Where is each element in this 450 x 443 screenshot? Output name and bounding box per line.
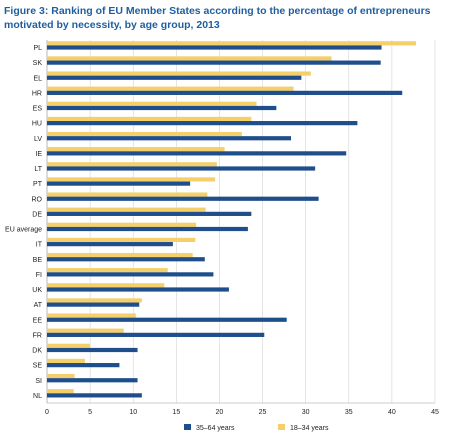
x-tick-label: 5: [88, 409, 92, 416]
bar-35-64-ro: [47, 196, 319, 201]
bar-35-64-ie: [47, 151, 347, 156]
legend-label: 35–64 years: [196, 425, 235, 432]
bar-35-64-be: [47, 257, 205, 262]
x-tick-label: 0: [45, 409, 49, 416]
gridlines: [46, 40, 436, 404]
bar-35-64-sk: [47, 60, 381, 65]
bar-35-64-fr: [47, 332, 265, 337]
x-tick-label: 20: [216, 409, 224, 416]
category-label: IE: [35, 151, 42, 158]
category-label: EU average: [5, 227, 42, 234]
bar-18-34-el: [47, 71, 311, 76]
category-label: ES: [33, 106, 43, 113]
bar-35-64-lv: [47, 136, 292, 141]
category-label: SK: [33, 60, 43, 67]
bar-18-34-se: [47, 358, 85, 364]
bar-18-34-ro: [47, 192, 208, 197]
bar-35-64-dk: [47, 347, 138, 353]
bar-18-34-si: [47, 373, 75, 379]
bar-35-64-hr: [47, 90, 403, 95]
category-label: PL: [33, 45, 42, 52]
bar-35-64-ee: [47, 317, 287, 322]
bar-18-34-es: [47, 101, 257, 106]
bar-35-64-nl: [47, 393, 142, 398]
legend-swatch: [278, 424, 285, 430]
bar-18-34-fi: [47, 268, 168, 273]
category-label: RO: [32, 196, 43, 203]
bar-18-34-be: [47, 252, 193, 258]
category-label: FI: [36, 272, 42, 279]
bar-35-64-it: [47, 242, 173, 247]
legend: 35–64 years 18–34 years: [184, 424, 329, 432]
category-label: SI: [35, 378, 42, 385]
bar-35-64-fi: [47, 272, 214, 277]
category-label: EE: [33, 317, 43, 324]
bar-18-34-eu-average: [47, 222, 197, 227]
bar-18-34-uk: [47, 283, 165, 288]
category-label: UK: [32, 287, 42, 294]
x-tick-label: 40: [388, 409, 396, 416]
bar-35-64-si: [47, 378, 138, 383]
bar-35-64-el: [47, 75, 302, 80]
bar-18-34-hu: [47, 116, 252, 122]
chart-title: Figure 3: Ranking of EU Member States ac…: [4, 5, 431, 31]
x-axis: 0 5 10 15 20 25 30 35 40 45: [45, 409, 439, 416]
x-tick-label: 45: [431, 409, 439, 416]
x-tick-label: 30: [302, 409, 310, 416]
category-label: AT: [34, 302, 43, 309]
bar-18-34-pt: [47, 177, 216, 182]
bar-18-34-sk: [47, 56, 332, 61]
category-label: HU: [32, 121, 42, 128]
category-label: IT: [36, 242, 43, 249]
bar-18-34-ie: [47, 147, 225, 152]
bar-35-64-de: [47, 211, 252, 216]
bar-35-64-uk: [47, 287, 229, 292]
bar-35-64-pl: [47, 45, 382, 50]
x-tick-label: 35: [345, 409, 353, 416]
bars: [47, 41, 417, 398]
bar-18-34-lv: [47, 131, 242, 137]
bar-18-34-nl: [47, 389, 74, 394]
category-label: LV: [34, 136, 42, 143]
bar-18-34-dk: [47, 343, 91, 348]
bar-18-34-pl: [47, 41, 417, 46]
bar-35-64-es: [47, 105, 277, 111]
bar-18-34-fr: [47, 328, 124, 333]
category-label: DK: [32, 348, 42, 355]
bar-18-34-at: [47, 298, 142, 303]
category-labels: PL SK EL HR ES HU LV IE LT PT RO DE EU average IT BE FI…: [5, 45, 43, 400]
x-tick-label: 10: [129, 409, 137, 416]
category-label: BE: [33, 257, 43, 264]
bar-18-34-ee: [47, 313, 136, 318]
bar-18-34-de: [47, 207, 206, 212]
category-label: FR: [33, 332, 42, 339]
legend-swatch: [184, 424, 191, 430]
legend-label: 18–34 years: [290, 425, 329, 432]
x-tick-label: 25: [259, 409, 267, 416]
bar-18-34-it: [47, 237, 196, 243]
bar-35-64-hu: [47, 121, 358, 126]
category-label: DE: [32, 211, 42, 218]
bar-18-34-hr: [47, 86, 294, 91]
bar-35-64-lt: [47, 166, 316, 171]
category-label: SE: [33, 363, 43, 370]
bar-35-64-at: [47, 302, 140, 307]
bar-35-64-eu-average: [47, 226, 248, 232]
category-label: HR: [32, 90, 42, 97]
bar-35-64-se: [47, 363, 120, 368]
bar-18-34-lt: [47, 162, 217, 167]
bar-35-64-pt: [47, 181, 191, 186]
category-label: LT: [34, 166, 42, 173]
category-label: EL: [33, 75, 42, 82]
category-label: PT: [33, 181, 43, 188]
category-label: NL: [33, 393, 42, 400]
x-tick-label: 15: [172, 409, 180, 416]
